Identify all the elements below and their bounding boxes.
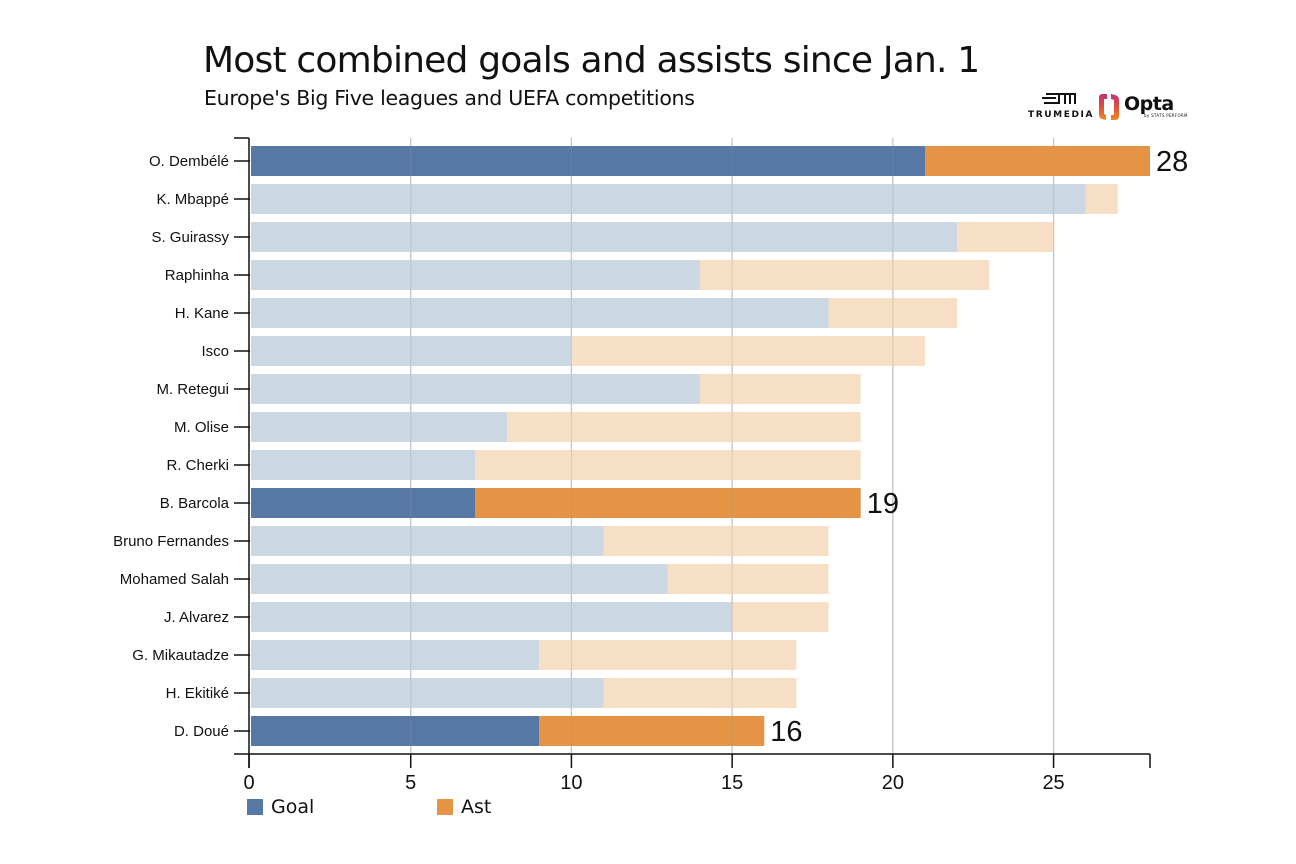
bar-ast-8 [475,450,861,480]
xtick-label: 10 [560,772,582,794]
chart-title: Most combined goals and assists since Ja… [203,40,980,81]
ytick-label: B. Barcola [160,495,230,512]
ytick-label: S. Guirassy [151,229,229,246]
bar-ast-0 [925,146,1150,176]
ytick-label: Isco [201,343,229,360]
legend: Goal Ast [247,796,547,822]
opta-logo-subtext: by STATS PERFORM [1144,113,1188,118]
xtick-label: 25 [1042,772,1064,794]
xtick-label: 20 [882,772,904,794]
bar-ast-1 [1085,184,1118,214]
ytick-label: H. Ekitiké [166,685,229,702]
bar-ast-6 [700,374,861,404]
bar-goal-14 [251,678,604,708]
bar-goal-11 [251,564,668,594]
ytick-label: K. Mbappé [156,191,229,208]
ytick-label: H. Kane [175,305,229,322]
bar-goal-13 [251,640,540,670]
bar-ast-10 [603,526,829,556]
value-label: 28 [1156,146,1188,178]
chart-subtitle: Europe's Big Five leagues and UEFA compe… [204,86,695,110]
bar-ast-12 [732,602,829,632]
ytick-label: M. Olise [174,419,229,436]
legend-swatch-goal [247,799,263,815]
legend-item-ast: Ast [437,796,491,818]
ytick-label: G. Mikautadze [132,647,229,664]
trumedia-logo: TRUMEDIA [1028,90,1092,124]
bar-goal-1 [251,184,1086,214]
value-label: 16 [770,716,802,748]
ytick-label: J. Alvarez [164,609,229,626]
ytick-label: Bruno Fernandes [113,533,229,550]
bar-ast-9 [475,488,861,518]
xtick-label: 15 [721,772,743,794]
bar-goal-6 [251,374,700,404]
labels: O. Dembélé K. Mbappé S. Guirassy Raphinha H.… [113,146,1188,794]
opta-logo: Opta by STATS PERFORM [1098,90,1188,124]
bar-ast-5 [571,336,925,366]
bar-goal-10 [251,526,604,556]
ytick-label: M. Retegui [156,381,229,398]
bar-ast-15 [539,716,765,746]
bar-goal-5 [251,336,572,366]
ytick-label: O. Dembélé [149,153,229,170]
legend-swatch-ast [437,799,453,815]
bar-goal-2 [251,222,958,252]
ytick-label: D. Doué [174,723,229,740]
legend-item-goal: Goal [247,796,314,818]
value-label: 19 [867,488,899,520]
bar-goal-15 [251,716,540,746]
opta-logo-icon [1099,94,1119,120]
bar-ast-14 [603,678,797,708]
trumedia-logo-icon [1042,93,1076,104]
axes [234,137,1151,768]
bar-goal-0 [251,146,925,176]
ytick-label: R. Cherki [166,457,229,474]
bar-goal-7 [251,412,508,442]
bar-ast-7 [507,412,861,442]
legend-label-goal: Goal [271,796,315,818]
bar-ast-2 [957,222,1054,252]
bar-goal-9 [251,488,475,518]
ytick-label: Mohamed Salah [120,571,229,588]
xtick-label: 0 [243,772,254,794]
bar-goal-8 [251,450,475,480]
opta-logo-text: Opta [1124,93,1174,115]
bars [251,146,1150,746]
ytick-label: Raphinha [165,267,230,284]
gridlines-overlay [410,138,1055,754]
bar-ast-13 [539,640,797,670]
logos: TRUMEDIA Opta by STATS PERFORM [1028,90,1188,126]
bar-goal-3 [251,260,700,290]
trumedia-logo-text: TRUMEDIA [1028,110,1095,120]
bar-goal-12 [251,602,733,632]
bar-goal-4 [251,298,829,328]
xtick-label: 5 [405,772,416,794]
legend-label-ast: Ast [461,796,492,818]
bar-ast-4 [828,298,958,328]
bar-ast-3 [700,260,990,290]
bar-ast-11 [667,564,829,594]
